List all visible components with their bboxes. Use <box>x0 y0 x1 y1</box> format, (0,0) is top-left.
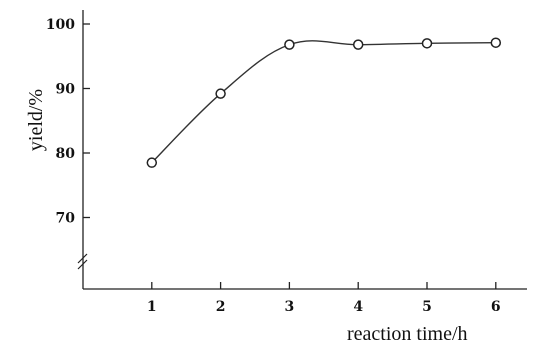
series <box>146 37 502 168</box>
series-line <box>151 40 496 164</box>
data-point <box>490 37 502 48</box>
y-axis-title: yield/% <box>25 89 47 151</box>
x-axis-title: reaction time/h <box>347 323 468 345</box>
x-tick-label: 5 <box>422 299 432 315</box>
x-tick-label: 3 <box>285 299 295 315</box>
y-tick-label: 70 <box>56 211 76 227</box>
x-tick-label: 1 <box>147 299 157 315</box>
y-tick-label: 100 <box>46 17 75 33</box>
y-axis-break-mark <box>77 253 88 270</box>
axes <box>77 10 527 290</box>
y-tick-label: 90 <box>56 82 76 98</box>
x-tick-label: 4 <box>353 299 363 315</box>
x-tick-label: 2 <box>216 299 226 315</box>
data-point <box>215 88 226 99</box>
data-point <box>421 38 433 49</box>
x-tick-label: 6 <box>491 299 501 315</box>
data-point <box>352 39 364 50</box>
x-ticks: 1 2 3 4 5 6 <box>147 282 501 315</box>
y-tick-label: 80 <box>56 146 76 162</box>
data-point <box>146 157 158 168</box>
y-ticks: 70 80 90 100 <box>46 17 90 227</box>
data-point <box>284 39 295 50</box>
